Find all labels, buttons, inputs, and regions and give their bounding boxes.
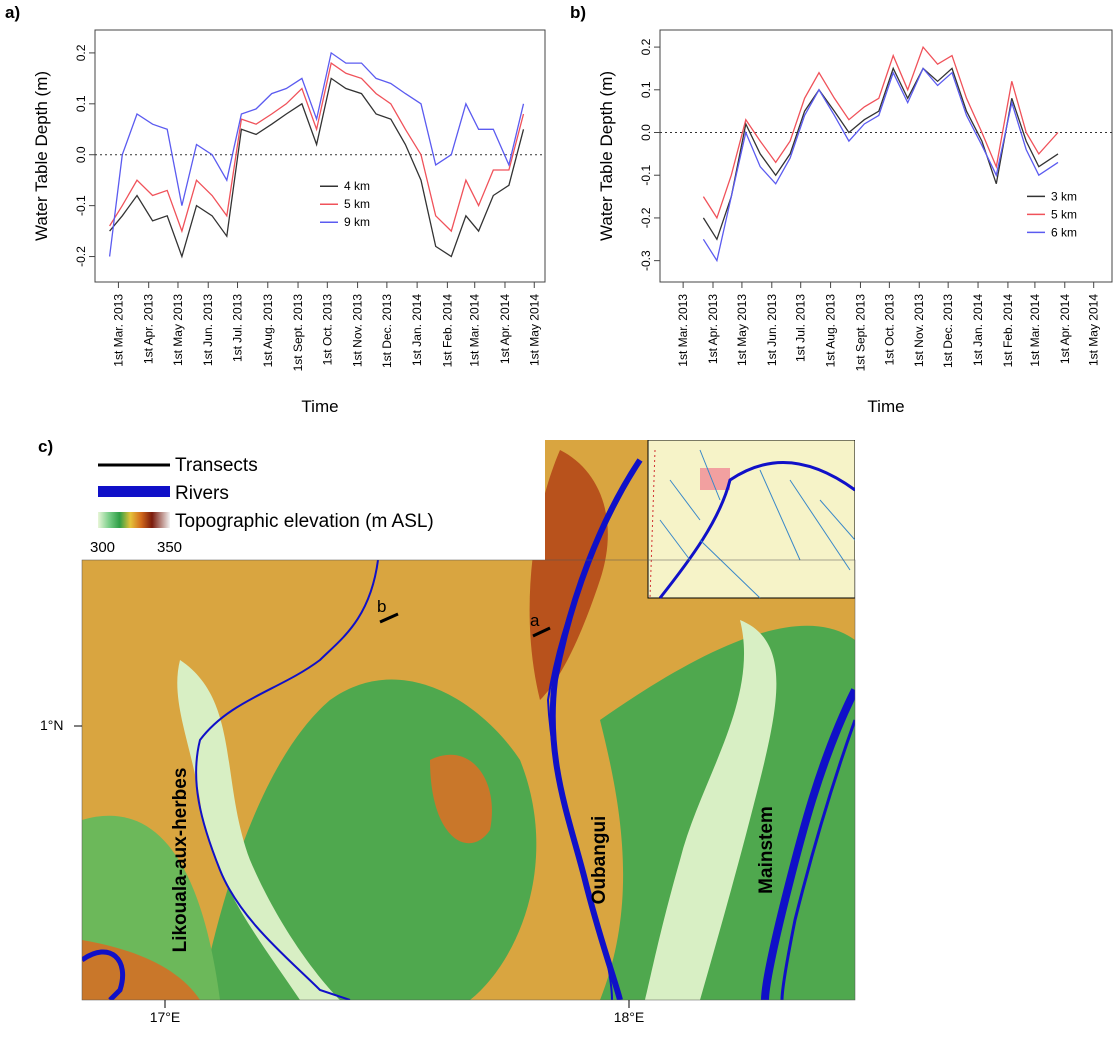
x-tick-label: 1st Jan. 2014 — [971, 294, 985, 366]
x-tick-label: 1st Aug. 2013 — [261, 294, 275, 368]
legend-label: 9 km — [344, 215, 370, 229]
legend-label: 6 km — [1051, 225, 1077, 239]
x-tick-label: 1st Apr. 2014 — [498, 294, 512, 364]
plot-frame — [660, 30, 1112, 282]
colorbar-label: 350 — [157, 539, 182, 556]
y-tick-label: 0.0 — [639, 124, 653, 141]
x-tick-label: 1st Nov. 2013 — [351, 294, 365, 367]
river-label: Mainstem — [756, 806, 777, 894]
legend-label: 5 km — [1051, 207, 1077, 221]
x-tick-label: 1st Jun. 2013 — [765, 294, 779, 366]
x-tick-label: 1st Jul. 2013 — [231, 294, 245, 362]
x-tick-label: 1st Mar. 2013 — [111, 294, 125, 367]
x-tick-label: 1st Apr. 2014 — [1058, 294, 1072, 364]
y-axis-label: Water Table Depth (m) — [32, 71, 51, 241]
y-tick-label: 0.2 — [74, 44, 88, 61]
series-line — [110, 78, 524, 256]
x-tick-label: 1st May 2014 — [527, 294, 541, 366]
legend-label: Transects — [175, 455, 258, 476]
x-tick-label: 1st Sept. 2013 — [291, 294, 305, 372]
y-tick-label: -0.2 — [639, 207, 653, 228]
colorbar — [98, 512, 170, 528]
panel-label: a) — [5, 3, 20, 22]
map: c) Transects Rivers Topographic elevatio… — [38, 437, 855, 1025]
y-tick-label: 0.2 — [639, 38, 653, 55]
x-tick-label: 1st Jan. 2014 — [410, 294, 424, 366]
x-tick-label: 1st Oct. 2013 — [882, 294, 896, 366]
legend-label: Rivers — [175, 483, 229, 504]
longitude-label: 17°E — [150, 1009, 181, 1025]
x-axis-label: Time — [867, 397, 904, 416]
y-tick-label: -0.1 — [74, 195, 88, 216]
river-label: Oubangui — [589, 816, 610, 905]
x-tick-label: 1st May 2013 — [171, 294, 185, 366]
colorbar-label: 300 — [90, 539, 115, 556]
figure: c) Transects Rivers Topographic elevatio… — [0, 0, 1118, 1058]
y-tick-label: -0.2 — [74, 246, 88, 267]
latitude-label: 1°N — [40, 717, 64, 733]
legend-label: Topographic elevation (m ASL) — [175, 511, 434, 532]
x-tick-label: 1st Jul. 2013 — [794, 294, 808, 362]
y-tick-label: -0.3 — [639, 250, 653, 271]
legend-swatch — [98, 486, 170, 497]
y-axis-label: Water Table Depth (m) — [597, 71, 616, 241]
x-tick-label: 1st Oct. 2013 — [320, 294, 334, 366]
x-tick-label: 1st Dec. 2013 — [380, 294, 394, 368]
panel-label: b) — [570, 3, 586, 22]
river-label: Likouala-aux-herbes — [170, 768, 191, 953]
panel-label: c) — [38, 437, 53, 456]
x-tick-label: 1st Feb. 2014 — [440, 294, 454, 368]
y-tick-label: 0.0 — [74, 146, 88, 163]
x-tick-label: 1st Mar. 2014 — [1028, 294, 1042, 367]
x-axis-label: Time — [301, 397, 338, 416]
transect-label: b — [377, 597, 386, 616]
x-tick-label: 1st Aug. 2013 — [824, 294, 838, 368]
x-tick-label: 1st Feb. 2014 — [1001, 294, 1015, 368]
plot-frame — [95, 30, 545, 282]
x-tick-label: 1st Sept. 2013 — [853, 294, 867, 372]
x-tick-label: 1st Dec. 2013 — [941, 294, 955, 368]
legend-label: 5 km — [344, 197, 370, 211]
y-tick-label: -0.1 — [639, 165, 653, 186]
series-line — [110, 63, 524, 231]
transect-label: a — [530, 611, 540, 630]
longitude-label: 18°E — [614, 1009, 645, 1025]
y-tick-label: 0.1 — [639, 81, 653, 98]
x-tick-label: 1st Mar. 2013 — [676, 294, 690, 367]
x-tick-label: 1st Nov. 2013 — [912, 294, 926, 367]
x-tick-label: 1st Apr. 2013 — [142, 294, 156, 364]
x-tick-label: 1st Mar. 2014 — [468, 294, 482, 367]
series-line — [703, 68, 1058, 260]
y-tick-label: 0.1 — [74, 95, 88, 112]
x-tick-label: 1st May 2013 — [735, 294, 749, 366]
x-tick-label: 1st Jun. 2013 — [201, 294, 215, 366]
legend-label: 3 km — [1051, 189, 1077, 203]
x-tick-label: 1st May 2014 — [1087, 294, 1101, 366]
x-tick-label: 1st Apr. 2013 — [706, 294, 720, 364]
legend-label: 4 km — [344, 179, 370, 193]
